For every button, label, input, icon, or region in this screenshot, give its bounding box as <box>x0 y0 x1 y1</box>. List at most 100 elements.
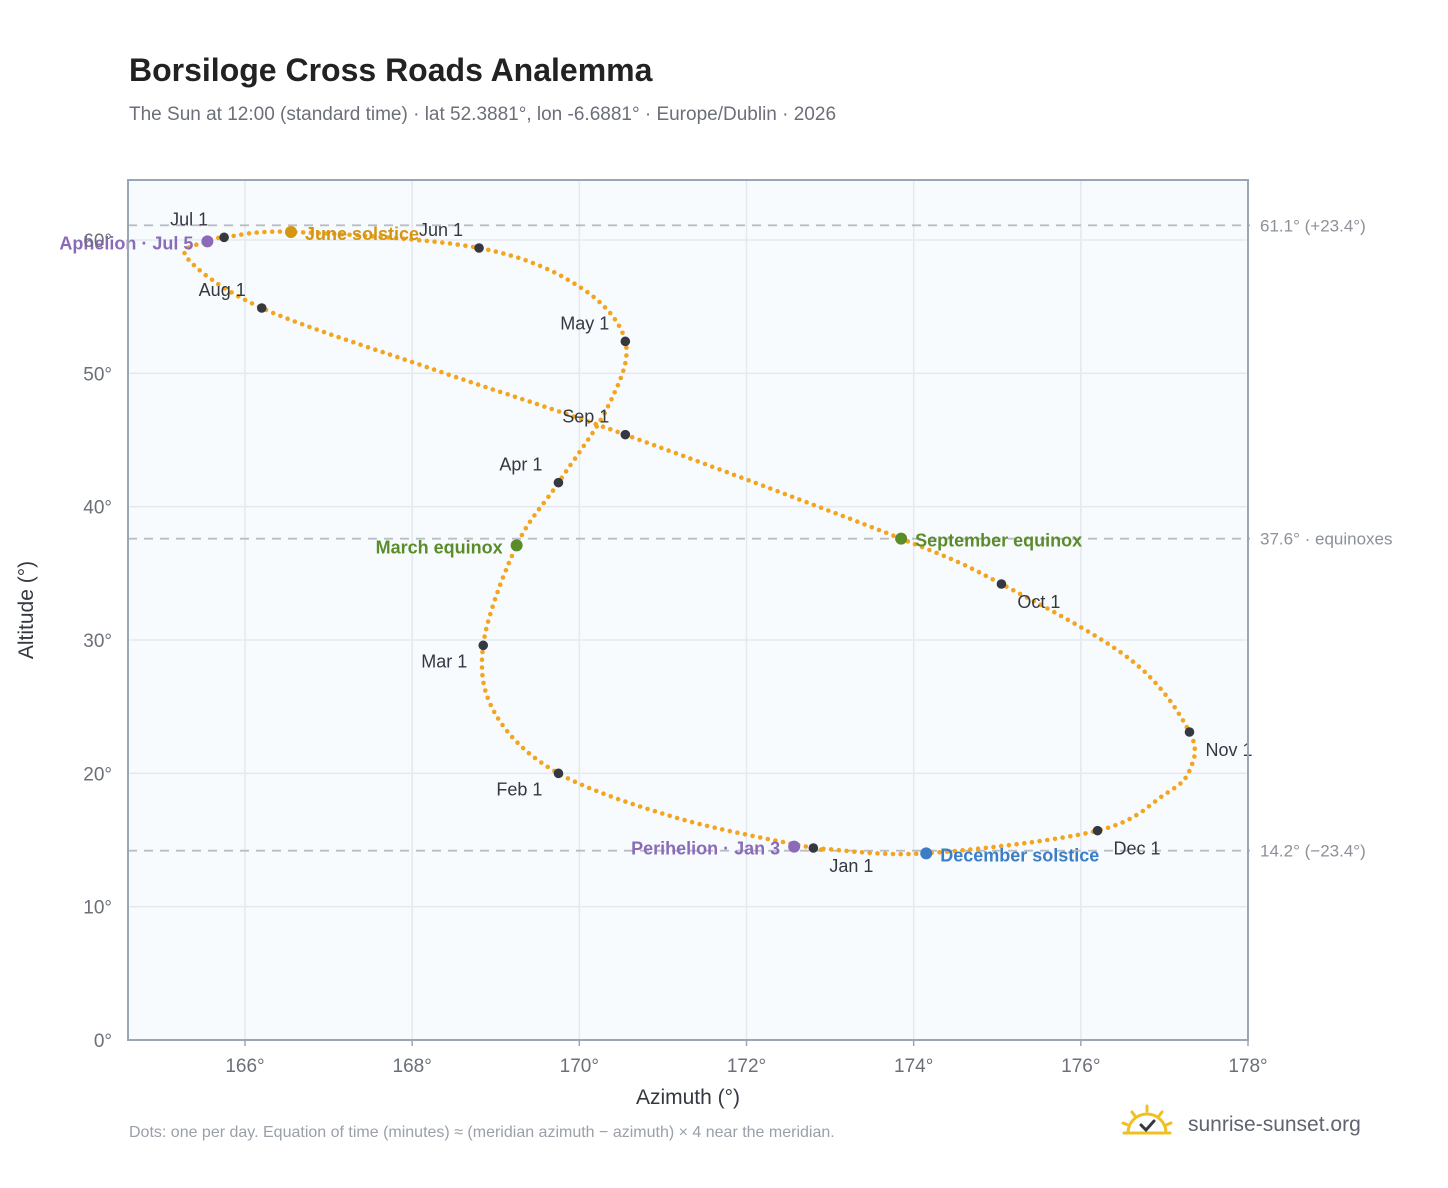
month-marker <box>478 640 489 651</box>
daily-dot <box>855 519 860 524</box>
daily-dot <box>277 229 283 234</box>
daily-dot <box>550 488 556 493</box>
daily-dot <box>746 478 751 483</box>
y-tick-label: 30° <box>83 631 112 652</box>
daily-dot <box>431 367 437 372</box>
daily-dot <box>1191 738 1196 744</box>
daily-dot <box>551 270 557 275</box>
daily-dot <box>378 234 383 240</box>
month-marker-label: Oct 1 <box>1017 592 1060 612</box>
event-label: December solstice <box>940 845 1099 865</box>
daily-dot <box>365 344 371 350</box>
daily-dot <box>1120 820 1125 825</box>
daily-dot <box>544 266 550 272</box>
daily-dot <box>1111 645 1117 651</box>
daily-dot <box>1171 785 1177 791</box>
daily-dot <box>324 231 329 236</box>
daily-dot <box>601 791 606 796</box>
month-marker <box>996 579 1007 589</box>
daily-dot <box>1079 625 1084 630</box>
daily-dot <box>292 319 298 324</box>
month-marker <box>553 768 564 779</box>
x-tick-label: 174° <box>894 1056 933 1077</box>
daily-dot <box>1127 816 1132 822</box>
daily-dot <box>307 324 312 330</box>
daily-dot <box>526 750 532 756</box>
daily-dot <box>1058 613 1064 619</box>
daily-dot <box>652 808 658 814</box>
daily-dot <box>804 499 809 505</box>
daily-dot <box>704 823 710 829</box>
daily-dot <box>483 688 488 693</box>
reference-line-label: 14.2° (−23.4°) <box>1260 842 1366 861</box>
daily-dot <box>602 410 607 416</box>
daily-dot <box>735 830 740 835</box>
daily-dot <box>609 397 614 402</box>
y-tick-label: 50° <box>83 364 112 385</box>
daily-dot <box>1167 698 1173 704</box>
daily-dot <box>618 375 624 381</box>
daily-dot <box>750 833 755 839</box>
daily-dot <box>1022 840 1027 846</box>
daily-dot <box>504 728 510 734</box>
month-marker-label: Jun 1 <box>419 220 463 240</box>
daily-dot <box>246 231 252 236</box>
month-marker-label: Apr 1 <box>499 455 542 475</box>
daily-dot <box>1031 598 1037 604</box>
daily-dot <box>563 469 569 474</box>
daily-dot <box>1014 841 1019 847</box>
daily-dot <box>194 242 199 247</box>
daily-dot <box>615 382 621 388</box>
daily-dot <box>321 329 327 335</box>
daily-dot <box>1083 831 1088 836</box>
daily-dot <box>1113 823 1118 828</box>
event-label: September equinox <box>915 531 1082 551</box>
daily-dot <box>516 255 521 261</box>
daily-dot <box>270 310 276 316</box>
month-marker <box>1092 825 1103 836</box>
daily-dot <box>840 513 846 519</box>
daily-dot <box>461 377 466 382</box>
daily-dot <box>962 563 968 568</box>
daily-dot <box>608 794 614 799</box>
daily-dot <box>600 424 606 430</box>
daily-dot <box>500 722 505 728</box>
daily-dot <box>1142 669 1147 675</box>
brand-link[interactable]: sunrise-sunset.org <box>1120 1100 1361 1150</box>
daily-dot <box>1038 602 1043 608</box>
daily-dot <box>395 354 400 360</box>
daily-dot <box>506 560 512 566</box>
daily-dot <box>594 788 599 794</box>
daily-dot <box>278 313 283 319</box>
daily-dot <box>605 404 611 409</box>
daily-dot <box>615 796 621 802</box>
daily-dot <box>975 846 981 851</box>
daily-dot <box>191 262 197 268</box>
daily-dot <box>331 231 337 237</box>
daily-dot <box>527 519 533 525</box>
daily-dot <box>231 233 236 239</box>
event-marker <box>788 840 801 853</box>
daily-dot <box>239 232 244 237</box>
daily-dot <box>483 626 489 632</box>
daily-dot <box>760 483 766 489</box>
daily-dot <box>590 430 595 436</box>
y-tick-label: 0° <box>94 1031 112 1052</box>
daily-dot <box>497 389 503 395</box>
daily-dot <box>536 506 542 512</box>
daily-dot <box>898 851 903 857</box>
daily-dot <box>1118 650 1123 655</box>
daily-dot <box>515 740 520 745</box>
daily-dot <box>182 250 187 256</box>
daily-dot <box>1178 781 1183 786</box>
daily-dot <box>882 851 888 856</box>
daily-dot <box>1105 825 1111 831</box>
month-marker-label: Dec 1 <box>1114 839 1161 859</box>
daily-dot <box>527 399 532 404</box>
daily-dot <box>482 634 487 639</box>
daily-dot <box>608 427 613 432</box>
daily-dot <box>919 544 925 550</box>
daily-dot <box>983 573 989 579</box>
daily-dot <box>485 695 491 701</box>
event-label: June solstice <box>305 224 419 244</box>
